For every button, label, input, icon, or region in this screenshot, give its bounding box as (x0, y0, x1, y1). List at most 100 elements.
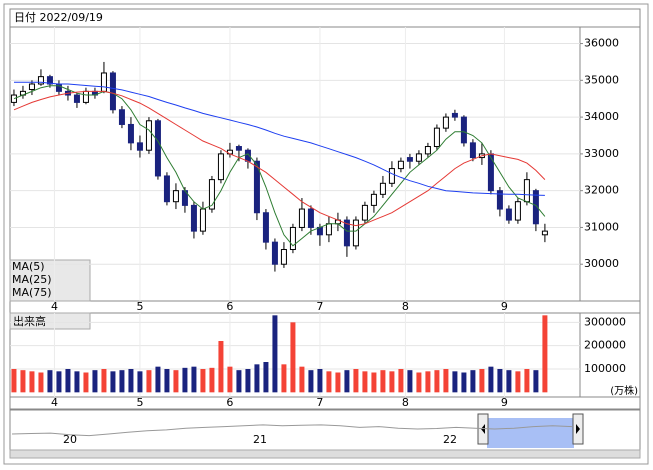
volume-bar (245, 369, 251, 393)
volume-bar (74, 371, 80, 393)
volume-bar (191, 366, 197, 393)
volume-bar (344, 370, 350, 393)
volume-bar (65, 369, 71, 393)
volume-bar (425, 371, 431, 393)
volume-unit: (万株) (610, 384, 638, 397)
volume-bar (524, 369, 530, 393)
volume-bar (542, 315, 548, 393)
volume-bar (119, 370, 125, 393)
candle-body (145, 120, 152, 151)
volume-bar (461, 372, 467, 393)
volume-bar (416, 372, 422, 393)
legend-entry: MA(5) (12, 260, 45, 273)
volume-bar (137, 371, 143, 393)
candle-body (55, 83, 62, 92)
volume-bar (128, 369, 134, 393)
candle-body (424, 146, 431, 155)
candle-body (235, 146, 242, 151)
candle-body (397, 160, 404, 170)
volume-bar (281, 364, 287, 393)
y-tick-label: 33000 (584, 147, 619, 160)
ma-line (13, 90, 546, 227)
candle-body (127, 123, 134, 144)
navigator-selection[interactable] (487, 418, 574, 448)
candle-body (433, 127, 440, 148)
volume-bar (326, 371, 332, 393)
price-panel (9, 26, 641, 302)
volume-bar (146, 370, 152, 393)
candle-body (136, 142, 143, 151)
candle-body (325, 223, 332, 236)
candle-body (451, 112, 458, 118)
candle-body (262, 212, 269, 243)
volume-bar (38, 372, 44, 393)
volume-bar (254, 364, 260, 393)
candle-body (199, 208, 206, 232)
x-tick-label: 7 (316, 396, 323, 409)
volume-bar (506, 370, 512, 393)
candle-body (172, 190, 179, 203)
candle-body (532, 190, 539, 225)
candle-body (379, 182, 386, 195)
ma-line (13, 85, 546, 247)
volume-bar (371, 372, 377, 393)
candle-body (496, 190, 503, 210)
volume-bar (263, 362, 269, 393)
candle-body (190, 204, 197, 232)
y-tick-label: 300000 (584, 315, 626, 328)
candle-body (46, 76, 53, 85)
date-label: 日付 2022/09/19 (14, 11, 103, 24)
ma-line (14, 81, 545, 196)
volume-bar (488, 366, 494, 393)
volume-bar (452, 371, 458, 393)
volume-bar (47, 370, 53, 393)
legend-entry: MA(75) (12, 286, 52, 299)
volume-bar (335, 372, 341, 393)
volume-bar (515, 371, 521, 393)
volume-bar (92, 370, 98, 393)
volume-bar (173, 370, 179, 393)
candle-body (514, 201, 521, 221)
volume-bar (218, 341, 224, 393)
header (9, 8, 641, 28)
volume-bar (434, 370, 440, 393)
candle-body (442, 116, 449, 129)
volume-bar (110, 371, 116, 393)
arrow-right (576, 424, 580, 434)
scrollbar[interactable] (9, 449, 641, 459)
volume-bar (227, 366, 233, 393)
y-tick-label: 31000 (584, 220, 619, 233)
candle-body (505, 208, 512, 221)
candle-body (82, 90, 89, 103)
volume-bar (308, 370, 314, 393)
candle-body (100, 72, 107, 92)
volume-title-box (9, 312, 91, 330)
candle-body (415, 153, 422, 162)
volume-bar (389, 371, 395, 393)
x-tick-label: 8 (402, 300, 409, 313)
x-tick-label: 9 (501, 396, 508, 409)
candle-body (10, 94, 17, 103)
volume-bar (83, 372, 89, 393)
month-row (9, 396, 641, 410)
y-tick-label: 34000 (584, 110, 619, 123)
x-tick-label: 9 (501, 300, 508, 313)
navigator-label: 21 (253, 433, 267, 446)
candle-body (460, 116, 467, 144)
volume-bar (317, 369, 323, 393)
navigator-line (11, 424, 573, 437)
volume-bar (479, 369, 485, 393)
volume-bar (182, 367, 188, 393)
y-tick-label: 200000 (584, 339, 626, 352)
navigator-label: 20 (63, 433, 77, 446)
candle-body (406, 157, 413, 162)
volume-bar (155, 366, 161, 393)
volume-bar (407, 370, 413, 393)
candle-body (523, 179, 530, 203)
volume-bar (11, 369, 17, 393)
candle-body (109, 72, 116, 111)
volume-bar (443, 369, 449, 393)
x-tick-label: 8 (402, 396, 409, 409)
y-tick-label: 35000 (584, 73, 619, 86)
